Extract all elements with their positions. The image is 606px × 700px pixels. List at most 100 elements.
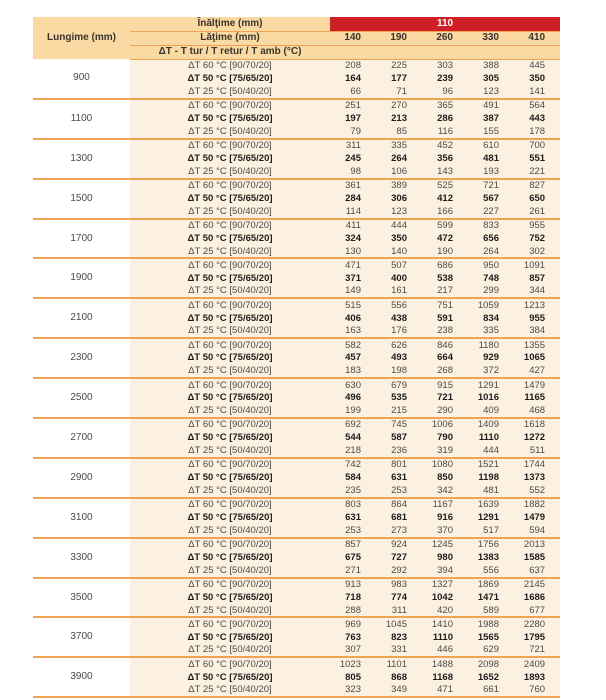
length-cell: 3900: [33, 657, 130, 699]
value-cell: 1213: [514, 298, 561, 312]
value-cell: 517: [468, 524, 514, 539]
value-cell: 323: [330, 683, 376, 699]
dt-row-label: ΔT 60 °C [90/70/20]: [130, 218, 330, 232]
value-cell: 221: [514, 165, 561, 180]
value-cell: 507: [376, 258, 422, 272]
value-cell: 238: [422, 324, 468, 340]
empty-header-cell: [422, 45, 468, 60]
value-cell: 630: [330, 378, 376, 392]
empty-header-cell: [330, 45, 376, 60]
value-cell: 387: [468, 112, 514, 126]
value-cell: 193: [468, 165, 514, 180]
length-cell: 2700: [33, 418, 130, 459]
length-cell: 1700: [33, 218, 130, 260]
dt-row-label: ΔT 60 °C [90/70/20]: [130, 338, 330, 352]
dt-row-label: ΔT 25 °C [50/40/20]: [130, 85, 330, 100]
value-cell: 721: [514, 644, 561, 659]
value-cell: 155: [468, 125, 514, 140]
width-value-cell: 190: [376, 31, 422, 46]
length-cell: 2500: [33, 378, 130, 420]
value-cell: 2145: [514, 577, 561, 591]
dt-row-label: ΔT 60 °C [90/70/20]: [130, 138, 330, 153]
table-row: ΔT 50 °C [75/65/20] 496 535 721 1016 1165: [33, 391, 561, 405]
value-cell: 1165: [514, 391, 561, 405]
value-cell: 1869: [468, 577, 514, 591]
value-cell: 833: [468, 218, 514, 232]
value-cell: 827: [514, 178, 561, 192]
dt-row-label: ΔT 50 °C [75/65/20]: [130, 471, 330, 485]
table-row: 2100 ΔT 60 °C [90/70/20] 515 556 751 1059 1213: [33, 298, 561, 340]
dt-row-label: ΔT 25 °C [50/40/20]: [130, 404, 330, 420]
table-row: 2300 ΔT 60 °C [90/70/20] 582 626 846 1180 1355: [33, 338, 561, 380]
table-row: ΔT 25 °C [50/40/20] 66 71 96 123 141: [33, 85, 561, 100]
value-cell: 493: [376, 351, 422, 365]
value-cell: 365: [422, 98, 468, 113]
value-cell: 544: [330, 431, 376, 445]
value-cell: 350: [514, 72, 561, 86]
table-row: 1100 ΔT 60 °C [90/70/20] 251 270 365 491 564: [33, 98, 561, 140]
value-cell: 1101: [376, 657, 422, 671]
empty-header-cell: [376, 45, 422, 60]
value-cell: 661: [468, 683, 514, 699]
dt-row-label: ΔT 50 °C [75/65/20]: [130, 550, 330, 565]
value-cell: 305: [468, 72, 514, 86]
value-cell: 409: [468, 404, 514, 420]
dt-header-cell: ΔT - T tur / T retur / T amb (°C): [130, 45, 330, 60]
value-cell: 349: [376, 683, 422, 699]
radiator-output-table: Lungime (mm) Înălţime (mm) 110 Lăţime (m…: [33, 17, 561, 699]
value-cell: 700: [514, 138, 561, 153]
value-cell: 1795: [514, 630, 561, 645]
table-row: 900 ΔT 60 °C [90/70/20] 208 225 303 388 445: [33, 59, 561, 100]
value-cell: 183: [330, 364, 376, 380]
value-cell: 929: [468, 351, 514, 365]
value-cell: 384: [514, 324, 561, 340]
value-cell: 2409: [514, 657, 561, 671]
table-row: ΔT 25 °C [50/40/20] 114 123 166 227 261: [33, 205, 561, 220]
dt-row-label: ΔT 25 °C [50/40/20]: [130, 245, 330, 260]
value-cell: 123: [468, 85, 514, 100]
dt-row-label: ΔT 60 °C [90/70/20]: [130, 258, 330, 272]
table-row: ΔT 50 °C [75/65/20] 197 213 286 387 443: [33, 112, 561, 126]
table-row: ΔT 25 °C [50/40/20] 130 140 190 264 302: [33, 245, 561, 260]
value-cell: 481: [468, 152, 514, 166]
value-cell: 268: [422, 364, 468, 380]
value-cell: 2098: [468, 657, 514, 671]
dt-row-label: ΔT 50 °C [75/65/20]: [130, 191, 330, 206]
value-cell: 66: [330, 85, 376, 100]
value-cell: 225: [376, 59, 422, 73]
dt-row-label: ΔT 50 °C [75/65/20]: [130, 72, 330, 86]
value-cell: 1565: [468, 630, 514, 645]
value-cell: 656: [468, 231, 514, 246]
value-cell: 916: [422, 511, 468, 525]
value-cell: 496: [330, 391, 376, 405]
value-cell: 692: [330, 418, 376, 432]
table-row: 3900 ΔT 60 °C [90/70/20] 1023 1101 1488 2098 2…: [33, 657, 561, 699]
value-cell: 303: [422, 59, 468, 73]
table-header: Lungime (mm) Înălţime (mm) 110 Lăţime (m…: [33, 17, 561, 60]
table-row: ΔT 25 °C [50/40/20] 183 198 268 372 427: [33, 364, 561, 380]
value-cell: 955: [514, 311, 561, 325]
value-cell: 983: [376, 577, 422, 591]
dt-row-label: ΔT 60 °C [90/70/20]: [130, 497, 330, 512]
value-cell: 114: [330, 205, 376, 220]
dt-row-label: ΔT 50 °C [75/65/20]: [130, 311, 330, 325]
table-row: ΔT 50 °C [75/65/20] 457 493 664 929 1065: [33, 351, 561, 365]
dt-row-label: ΔT 25 °C [50/40/20]: [130, 285, 330, 300]
dt-row-label: ΔT 60 °C [90/70/20]: [130, 537, 330, 551]
value-cell: 311: [376, 604, 422, 619]
value-cell: 198: [376, 364, 422, 380]
dt-row-label: ΔT 50 °C [75/65/20]: [130, 351, 330, 365]
value-cell: 176: [376, 324, 422, 340]
value-cell: 511: [514, 444, 561, 459]
value-cell: 342: [422, 484, 468, 499]
dt-row-label: ΔT 50 °C [75/65/20]: [130, 271, 330, 286]
value-cell: 190: [422, 245, 468, 260]
dt-row-label: ΔT 50 °C [75/65/20]: [130, 630, 330, 645]
value-cell: 335: [376, 138, 422, 153]
dt-row-label: ΔT 60 °C [90/70/20]: [130, 59, 330, 73]
value-cell: 1488: [422, 657, 468, 671]
value-cell: 344: [514, 285, 561, 300]
dt-row-label: ΔT 25 °C [50/40/20]: [130, 125, 330, 140]
dt-row-label: ΔT 60 °C [90/70/20]: [130, 617, 330, 631]
value-cell: 552: [514, 484, 561, 499]
